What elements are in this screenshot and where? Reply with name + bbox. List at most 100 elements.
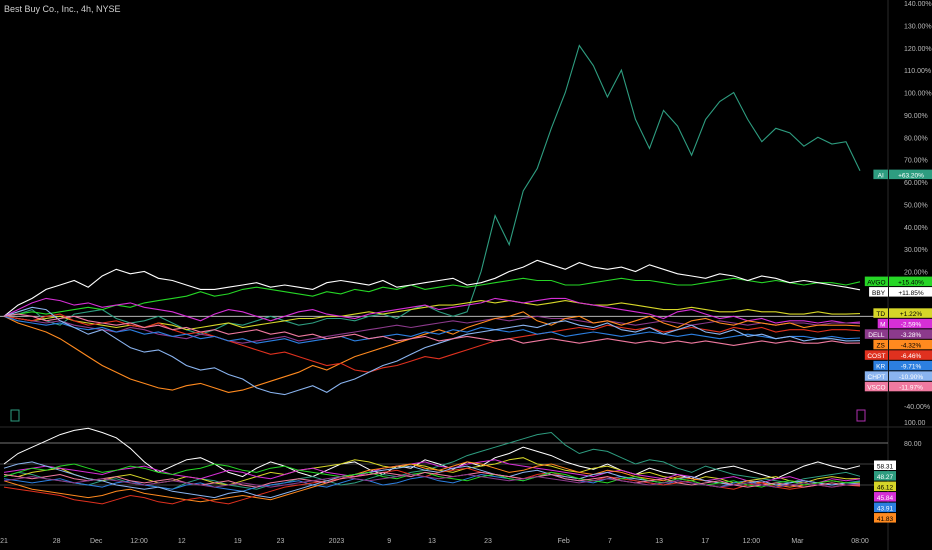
series-value-tag [889,371,932,381]
series-name-tag [869,287,888,297]
x-tick-label: 23 [484,538,492,545]
series-name: M [880,322,885,329]
series-label-bby[interactable]: BBY +11.85% [869,287,932,297]
series-line-vsco [3,313,861,346]
x-tick-label: 12:00 [130,538,148,545]
osc-value-text: 41.83 [877,516,894,523]
series-value: +11.85% [898,290,924,297]
series-value: +63.20% [898,172,924,179]
series-name: DELL [868,332,885,339]
y-tick-label: 50.00% [904,202,928,209]
series-label-chpt[interactable]: CHPT -10.90% [864,371,932,381]
series-label-dell[interactable]: DELL -3.28% [864,329,932,339]
series-name-tag [877,318,888,329]
y-tick-label: 60.00% [904,180,928,187]
series-label-ai[interactable]: AI +63.20% [873,169,932,180]
series-name-tag [873,360,888,371]
series-name-tag [864,371,888,381]
series-name: ZS [877,343,886,350]
x-tick-label: 17 [701,538,709,545]
y-tick-label: 20.00% [904,270,928,277]
series-label-kr[interactable]: KR -9.71% [873,360,932,371]
series-value-tag [889,360,932,371]
x-tick-label: 19 [234,538,242,545]
y-tick-label: 30.00% [904,247,928,254]
oscillator-pane-series [3,427,861,505]
series-line-kr [3,315,861,344]
series-label-zs[interactable]: ZS -4.32% [873,339,932,350]
y-tick-label: 120.00% [904,46,932,53]
oscillator-line [3,473,861,488]
series-value: -11.97% [899,385,923,392]
osc-value-tag [874,492,896,502]
oscillator-line [3,461,861,499]
series-value: +1.22% [900,311,922,318]
series-value-tag [889,329,932,339]
x-tick-label: 9 [387,538,391,545]
series-value-tag [889,318,932,329]
series-name-tag [864,381,888,392]
price-labels: AI +63.20% AVGO +15.40% BBY +11.85% TD +1.22% M -… [10,169,932,523]
x-tick-label: Dec [90,538,103,545]
series-value-tag [889,308,932,318]
main-pane-series [3,44,861,396]
series-name: VSCO [867,385,885,392]
y-tick-label: 80.00% [904,135,928,142]
series-value: -2.59% [901,322,922,329]
y-tick-label: 130.00% [904,23,932,30]
series-value: -10.90% [899,374,923,381]
y-tick-label: 140.00% [904,1,932,8]
series-line-zs [3,311,861,393]
chart-title: Best Buy Co., Inc., 4h, NYSE [4,4,121,14]
x-tick-label: Mar [791,538,804,545]
oscillator-line [3,459,861,484]
oscillator-line [3,427,861,480]
y-tick-label: -40.00% [904,404,930,411]
series-line-dell [3,315,861,344]
series-name: KR [876,364,885,371]
series-label-avgo[interactable]: AVGO +15.40% [864,276,932,287]
y-tick-label: 70.00% [904,158,928,165]
series-label-vsco[interactable]: VSCO -11.97% [864,381,932,392]
series-label-cost[interactable]: COST -6.46% [864,350,932,360]
osc-value-text: 43.91 [877,505,894,512]
x-tick-label: 12:00 [743,538,761,545]
series-value: -3.28% [901,332,922,339]
x-tick-label: 2023 [329,538,345,545]
osc-value-label: 58.31 [874,460,896,470]
series-value: -4.32% [901,343,922,350]
osc-value-text: 58.31 [877,463,894,470]
osc-value-text: 45.84 [877,495,894,502]
series-line-ai [3,44,861,335]
x-tick-label: 21 [0,538,8,545]
x-tick-label: 12 [178,538,186,545]
x-tick-label: 7 [608,538,612,545]
osc-value-label: 43.91 [874,502,896,513]
series-name-tag [864,329,888,339]
series-name: TD [876,311,885,318]
oscillator-line [3,471,860,488]
osc-value-tag [874,481,896,492]
osc-y-tick-label: 100.00 [904,420,926,427]
osc-value-text: 48.27 [877,474,894,481]
series-value-tag [889,276,932,287]
osc-value-tag [874,513,896,523]
series-name-tag [873,308,888,318]
x-tick-label: 23 [277,538,285,545]
x-tick-label: 28 [53,538,61,545]
x-tick-label: 13 [655,538,663,545]
y-tick-label: 40.00% [904,225,928,232]
series-label-m[interactable]: M -2.59% [877,318,932,329]
osc-value-tag [874,502,896,513]
y-tick-label: 90.00% [904,113,928,120]
series-name: CHPT [868,374,886,381]
series-value: +15.40% [898,279,924,286]
osc-value-label: 48.27 [874,471,896,481]
series-value-tag [889,350,932,360]
earnings-marker-icon[interactable] [856,409,866,422]
series-label-td[interactable]: TD +1.22% [873,308,932,318]
earnings-marker-icon[interactable] [10,409,20,422]
